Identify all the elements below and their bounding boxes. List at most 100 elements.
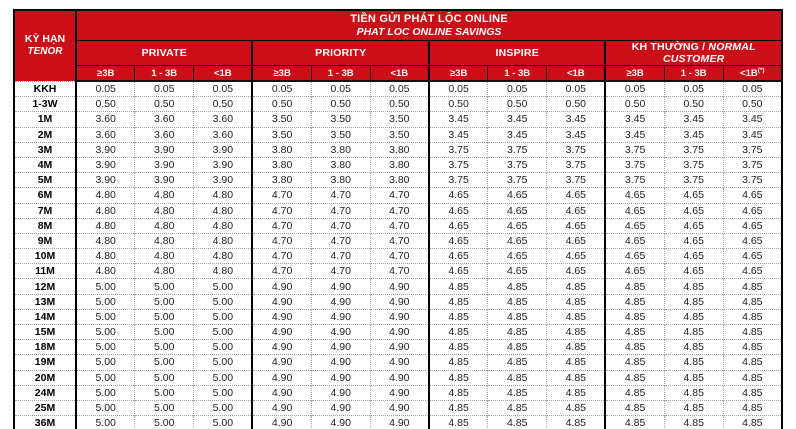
table-row: 13M 5.00 5.00 5.00 4.90 4.90 4.90 4.85 4.85 4.85 4… <box>14 293 782 310</box>
rate-cell: 4.80 <box>75 263 135 279</box>
rate-cell: 3.60 <box>134 126 194 143</box>
rate-cell: 4.90 <box>369 323 429 340</box>
rate-cell: 4.80 <box>193 217 253 234</box>
rate-cell: 4.90 <box>310 384 371 401</box>
rate-cell: 3.80 <box>310 141 371 158</box>
rate-cell: 5.00 <box>75 339 135 355</box>
rate-cell: 4.65 <box>722 248 782 264</box>
table-row: 19M 5.00 5.00 5.00 4.90 4.90 4.90 4.85 4.85 4.85 4… <box>14 354 782 371</box>
rate-cell: 3.50 <box>369 126 429 143</box>
rate-cell: 4.85 <box>487 323 547 340</box>
rate-cell: 5.00 <box>193 339 253 355</box>
rate-cell: 4.85 <box>663 339 724 355</box>
rate-cell: 4.80 <box>193 187 253 203</box>
rate-cell: 3.80 <box>251 156 312 173</box>
rate-cell: 4.85 <box>722 369 782 386</box>
rate-cell: 0.50 <box>604 96 665 112</box>
rate-cell: 4.85 <box>604 399 665 416</box>
rate-cell: 4.85 <box>722 415 782 429</box>
rate-cell: 5.00 <box>193 323 253 340</box>
rate-cell: 4.80 <box>75 187 135 203</box>
rate-cell: 4.85 <box>487 415 547 429</box>
rate-cell: 4.85 <box>604 384 665 401</box>
rate-cell: 3.50 <box>310 111 371 128</box>
rate-cell: 4.90 <box>251 308 312 325</box>
rate-cell: 4.70 <box>369 232 429 249</box>
rate-cell: 3.45 <box>604 126 665 143</box>
rate-cell: 5.00 <box>134 278 194 295</box>
rate-cell: 4.80 <box>193 202 253 219</box>
rate-cell: 0.05 <box>722 80 782 97</box>
tier-header: 1 - 3B <box>310 65 371 82</box>
tier-header: ≥3B <box>604 65 665 82</box>
rate-cell: 4.65 <box>663 202 724 219</box>
rate-cell: 3.45 <box>487 126 547 143</box>
tier-header: ≥3B <box>251 65 312 82</box>
rate-cell: 3.90 <box>193 172 253 188</box>
rate-cell: 0.05 <box>193 80 253 97</box>
rate-cell: 3.45 <box>604 111 665 128</box>
table-title-vi: TIỀN GỬI PHÁT LỘC ONLINE <box>350 13 508 25</box>
rate-cell: 4.90 <box>251 415 312 429</box>
tenor-cell: 6M <box>14 187 77 203</box>
rate-cell: 4.85 <box>722 354 782 371</box>
rate-cell: 4.65 <box>604 232 665 249</box>
rate-cell: 3.45 <box>546 126 606 143</box>
rate-cell: 4.65 <box>663 248 724 264</box>
rate-cell: 4.70 <box>310 248 371 264</box>
rate-cell: 3.75 <box>546 141 606 158</box>
rate-cell: 4.70 <box>369 202 429 219</box>
sub-header-row: ≥3B 1 - 3B <1B ≥3B 1 - 3B <1B ≥3B 1 - 3B <1B ≥3B 1… <box>14 65 782 82</box>
tenor-cell: 25M <box>14 399 77 416</box>
table-row: 12M 5.00 5.00 5.00 4.90 4.90 4.90 4.85 4.85 4.85 4… <box>14 278 782 295</box>
rate-cell: 5.00 <box>193 384 253 401</box>
tenor-cell: 2M <box>14 126 77 143</box>
rate-cell: 5.00 <box>193 399 253 416</box>
rate-cell: 3.75 <box>427 172 488 188</box>
rate-cell: 0.05 <box>134 80 194 97</box>
rate-cell: 4.90 <box>310 354 371 371</box>
table-row: 14M 5.00 5.00 5.00 4.90 4.90 4.90 4.85 4.85 4.85 4… <box>14 308 782 325</box>
rate-cell: 5.00 <box>193 293 253 310</box>
rate-cell: 4.85 <box>427 308 488 325</box>
rate-cell: 4.65 <box>487 187 547 203</box>
rate-cell: 5.00 <box>193 369 253 386</box>
rate-cell: 4.90 <box>310 323 371 340</box>
group-header: PRIVATE <box>74 40 253 66</box>
rate-cell: 4.90 <box>251 323 312 340</box>
rate-cell: 4.70 <box>251 202 312 219</box>
rate-cell: 3.75 <box>663 172 724 188</box>
rate-cell: 4.70 <box>369 263 429 279</box>
rate-cell: 4.90 <box>369 278 429 295</box>
table-row: 7M 4.80 4.80 4.80 4.70 4.70 4.70 4.65 4.65 4.65 4.… <box>14 202 782 219</box>
rate-cell: 5.00 <box>75 384 135 401</box>
tier-header: ≥3B <box>427 65 488 82</box>
rate-cell: 4.85 <box>663 399 724 416</box>
rate-cell: 3.75 <box>427 141 488 158</box>
rate-cell: 4.85 <box>604 293 665 310</box>
group-header: PRIORITY <box>251 40 429 66</box>
rate-cell: 3.60 <box>75 126 135 143</box>
rate-cell: 4.65 <box>722 217 782 234</box>
rate-cell: 4.90 <box>251 278 312 295</box>
rate-cell: 3.80 <box>369 156 429 173</box>
rate-cell: 3.50 <box>369 111 429 128</box>
rate-cell: 5.00 <box>193 278 253 295</box>
table-row: 1-3W 0.50 0.50 0.50 0.50 0.50 0.50 0.50 0.50 0.50… <box>14 96 782 112</box>
rate-cell: 4.65 <box>487 232 547 249</box>
tier-header: 1 - 3B <box>134 65 194 82</box>
rate-cell: 4.65 <box>604 217 665 234</box>
rate-cell: 3.90 <box>75 141 135 158</box>
rate-cell: 4.85 <box>722 323 782 340</box>
rate-cell: 4.65 <box>663 232 724 249</box>
rate-cell: 4.65 <box>546 232 606 249</box>
rate-cell: 4.90 <box>369 415 429 429</box>
rate-cell: 3.75 <box>604 172 665 188</box>
rate-cell: 4.90 <box>310 415 371 429</box>
table-row: 6M 4.80 4.80 4.80 4.70 4.70 4.70 4.65 4.65 4.65 4.… <box>14 187 782 203</box>
rate-cell: 4.65 <box>487 202 547 219</box>
table-row: 8M 4.80 4.80 4.80 4.70 4.70 4.70 4.65 4.65 4.65 4.… <box>14 217 782 234</box>
rate-cell: 5.00 <box>134 354 194 371</box>
rate-cell: 4.85 <box>722 399 782 416</box>
table-row: KKH 0.05 0.05 0.05 0.05 0.05 0.05 0.05 0.05 0.05 0… <box>14 80 782 97</box>
